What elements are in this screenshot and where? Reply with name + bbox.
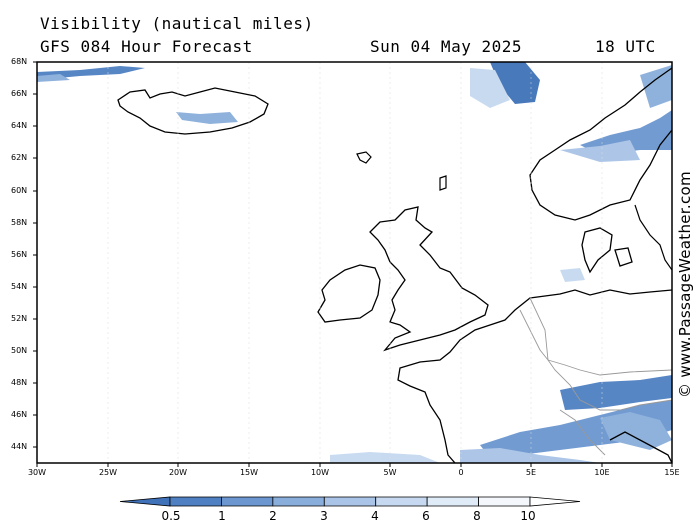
lat-label: 52N xyxy=(11,314,28,323)
colorbar-label: 10 xyxy=(520,509,536,523)
colorbar-label: 1 xyxy=(218,509,226,523)
lon-label: 0 xyxy=(458,468,464,477)
colorbar-label: 4 xyxy=(371,509,379,523)
colorbar-label: 2 xyxy=(269,509,277,523)
lat-label: 58N xyxy=(11,218,28,227)
lat-label: 44N xyxy=(11,442,28,451)
colorbar-label: 6 xyxy=(422,509,430,523)
graticule xyxy=(107,62,603,463)
lat-label: 46N xyxy=(11,410,28,419)
sweden-coastline xyxy=(634,204,672,271)
lat-label: 50N xyxy=(11,346,28,355)
forecast-time: 18 UTC xyxy=(595,37,656,56)
lon-label: 30W xyxy=(27,468,47,477)
iceland-coastline xyxy=(117,87,269,135)
map-frame xyxy=(36,61,673,464)
chart-title: Visibility (nautical miles) xyxy=(40,14,314,33)
country-borders xyxy=(519,297,672,456)
lon-label: 25W xyxy=(98,468,118,477)
lat-label: 54N xyxy=(11,282,28,291)
lon-label: 5E xyxy=(525,468,537,477)
lon-label: 20W xyxy=(168,468,188,477)
forecast-date: Sun 04 May 2025 xyxy=(370,37,522,56)
axis-ticks xyxy=(33,61,673,467)
lon-label: 15W xyxy=(239,468,259,477)
colorbar-label: 8 xyxy=(473,509,481,523)
forecast-subtitle: GFS 084 Hour Forecast xyxy=(40,37,253,56)
low-visibility-areas xyxy=(37,62,672,463)
scandinavia-coastline xyxy=(529,67,672,221)
lat-label: 64N xyxy=(11,121,28,130)
lat-label: 66N xyxy=(11,89,28,98)
lon-label: 5W xyxy=(383,468,397,477)
ireland-coastline xyxy=(317,264,381,323)
lon-label: 10W xyxy=(310,468,330,477)
lat-label: 60N xyxy=(11,186,28,195)
lon-label: 15E xyxy=(664,468,680,477)
colorbar-label: 3 xyxy=(320,509,328,523)
faroe-islands xyxy=(356,151,372,164)
lat-label: 48N xyxy=(11,378,28,387)
lat-label: 68N xyxy=(11,57,28,66)
shetland-islands xyxy=(439,175,447,191)
lat-label: 56N xyxy=(11,250,28,259)
denmark-coastline xyxy=(581,227,633,274)
italy-coastline xyxy=(609,431,672,463)
great-britain-coastline xyxy=(369,206,489,352)
lon-label: 10E xyxy=(594,468,610,477)
colorbar-label: 0.5 xyxy=(161,509,181,523)
europe-coastline xyxy=(397,289,672,463)
credit-text: © www.PassageWeather.com xyxy=(676,171,694,398)
lat-label: 62N xyxy=(11,153,28,162)
